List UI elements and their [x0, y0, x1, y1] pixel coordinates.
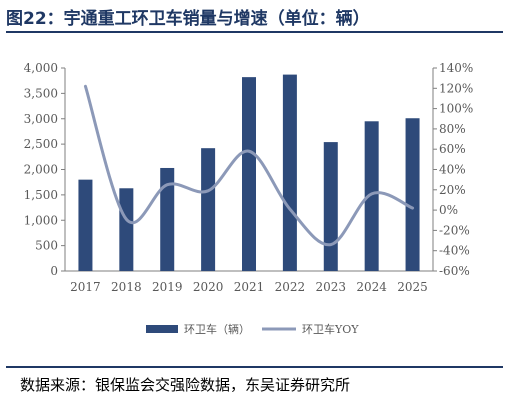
- left-axis-tick-label: 3,500: [24, 86, 58, 100]
- x-axis-tick-label: 2023: [316, 280, 347, 294]
- left-axis-tick-label: 2,000: [24, 163, 58, 177]
- right-axis-tick-label: -40%: [439, 244, 470, 258]
- right-axis-tick-label: 40%: [439, 163, 466, 177]
- legend-label-line: 环卫车YOY: [302, 322, 359, 336]
- right-axis-tick-label: 20%: [439, 183, 466, 197]
- bar: [405, 118, 420, 272]
- bar: [242, 77, 256, 271]
- x-axis-tick-label: 2022: [275, 280, 306, 294]
- left-axis-tick-label: 500: [35, 239, 58, 253]
- x-axis-tick-label: 2017: [70, 280, 101, 294]
- bar: [78, 179, 93, 271]
- x-axis-tick-label: 2020: [193, 280, 224, 294]
- x-axis-tick-label: 2021: [234, 280, 265, 294]
- left-axis-tick-label: 1,500: [24, 188, 58, 202]
- left-axis-tick-label: 0: [50, 264, 58, 278]
- x-axis-tick-label: 2018: [111, 280, 142, 294]
- bar: [364, 121, 379, 271]
- legend-label-bars: 环卫车（辆）: [184, 322, 250, 336]
- title-divider: [6, 31, 503, 33]
- x-axis-tick-label: 2019: [152, 280, 183, 294]
- figure-title: 图22：宇通重工环卫车销量与增速（单位：辆）: [6, 9, 370, 29]
- chart: 0 500 1,000 1,500 2,000 2,500 3,000 3,500 4,000 -…: [24, 61, 474, 336]
- right-axis-tick-label: 140%: [439, 61, 473, 75]
- right-axis-tick-label: 80%: [439, 122, 466, 136]
- right-axis-tick-label: 60%: [439, 142, 466, 156]
- x-axis-tick-label: 2024: [356, 280, 387, 294]
- right-axis-tick-label: 0%: [439, 203, 458, 217]
- source-note: 数据来源：银保监会交强险数据，东吴证券研究所: [20, 376, 351, 394]
- left-axis-tick-label: 4,000: [24, 61, 58, 75]
- bar: [119, 188, 134, 271]
- bar: [160, 167, 175, 271]
- legend-swatch-bars: [146, 325, 178, 333]
- left-axis-tick-label: 1,000: [24, 213, 58, 227]
- right-axis-tick-label: 100%: [439, 102, 473, 116]
- x-axis-tick-label: 2025: [397, 280, 428, 294]
- left-axis-tick-label: 3,000: [24, 112, 58, 126]
- right-axis-tick-label: -60%: [439, 264, 470, 278]
- bar: [282, 74, 297, 271]
- bar: [323, 142, 338, 271]
- bar: [201, 148, 216, 271]
- right-axis-tick-label: 120%: [439, 81, 473, 95]
- left-axis-tick-label: 2,500: [24, 137, 58, 151]
- yoy-line: [83, 84, 415, 247]
- source-divider: [6, 366, 503, 368]
- right-axis-tick-label: -20%: [439, 223, 470, 237]
